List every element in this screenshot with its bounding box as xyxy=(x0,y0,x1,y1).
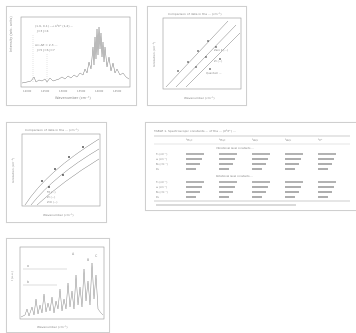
series-label-1: Zero K (…) xyxy=(214,48,228,52)
spectrum-trace xyxy=(20,262,104,318)
table-section-2: Rotational level constants ... xyxy=(216,174,253,178)
series-points xyxy=(41,146,84,188)
svg-text:ω (cm⁻¹): ω (cm⁻¹) xyxy=(156,185,167,189)
svg-text:12000: 12000 xyxy=(23,89,32,93)
series-line-1 xyxy=(165,20,229,88)
svg-text:14500: 14500 xyxy=(113,89,122,93)
series-line-2 xyxy=(30,148,100,206)
spectrum-plot: Intensity (arb. units) Wavenumber (cm⁻¹)… xyxy=(9,16,131,100)
y-axis-label: Ionization (cm⁻¹) xyxy=(11,158,15,183)
svg-text:B₀ (cm⁻¹): B₀ (cm⁻¹) xyxy=(156,190,168,194)
plot-frame xyxy=(162,17,242,90)
table-cells-1 xyxy=(186,153,336,170)
series-line-1 xyxy=(24,138,100,206)
series-label-2: Zr (…) xyxy=(214,59,222,63)
svg-text:A: A xyxy=(72,252,75,256)
plot-frame xyxy=(19,246,105,320)
series-label-3: ZrO (…) xyxy=(47,200,57,204)
table-row-labels-2: T₀ (cm⁻¹) ω (cm⁻¹) B₀ (cm⁻¹) D₀ xyxy=(156,180,168,199)
svg-text:B₀ (cm⁻¹): B₀ (cm⁻¹) xyxy=(156,162,168,166)
comparison-plot-1: Comparison of data in the ... (cm⁻¹) Ion… xyxy=(152,12,242,100)
figure-thumbnail-assignment-spectrum[interactable]: I (a.u.) Wavenumber (cm⁻¹) A B C a b xyxy=(6,238,110,333)
series-line-2 xyxy=(175,24,237,88)
svg-text:b: b xyxy=(27,280,29,284)
svg-text:a: a xyxy=(27,264,29,268)
svg-text:²Δ₅/₂: ²Δ₅/₂ xyxy=(285,138,291,142)
plot-title: Comparison of data in the ... (cm⁻¹) xyxy=(168,12,222,16)
series-label-3: Quantum … xyxy=(206,71,222,75)
x-tick-labels: 12000 12500 13000 13500 14000 14500 xyxy=(23,89,122,93)
x-axis-label: Wavenumber (cm⁻¹) xyxy=(55,96,91,100)
x-axis-label: Wavenumber (cm⁻¹) xyxy=(184,96,215,100)
y-axis-label: Intensity (arb. units) xyxy=(9,16,13,52)
series-line-3 xyxy=(36,158,100,206)
svg-text:²Π₁/₂: ²Π₁/₂ xyxy=(186,138,192,142)
legend-line-3: Ar₃ ΔE = 2.3 ... xyxy=(35,43,57,47)
series-label-1: Fit (…) xyxy=(47,190,55,194)
svg-text:²Δ₃/₂: ²Δ₃/₂ xyxy=(252,138,258,142)
svg-text:B: B xyxy=(87,258,89,262)
assignment-spectrum-plot: I (a.u.) Wavenumber (cm⁻¹) A B C a b xyxy=(10,246,105,329)
series-line-3 xyxy=(185,32,241,88)
assignment-labels: A B C a b xyxy=(27,252,98,284)
constants-table: TABLE 1. Spectroscopic constants ... of … xyxy=(153,129,350,206)
svg-text:T₀ (cm⁻¹): T₀ (cm⁻¹) xyxy=(156,180,167,184)
y-axis-label: I (a.u.) xyxy=(10,271,14,281)
comparison-plot-2: Comparison of data in the ... (cm⁻¹) Ion… xyxy=(11,128,101,217)
svg-text:13000: 13000 xyxy=(59,89,68,93)
legend-line-1: (1.9, 0.1) –→ A²Σ⁺ (1,4) ... xyxy=(35,24,73,28)
plot-frame xyxy=(20,16,131,88)
svg-text:13500: 13500 xyxy=(77,89,86,93)
table-thumbnail[interactable]: TABLE 1. Spectroscopic constants ... of … xyxy=(145,122,356,211)
table-row-labels-1: T₀ (cm⁻¹) ω (cm⁻¹) B₀ (cm⁻¹) D₀ xyxy=(156,152,168,171)
table-cells-2 xyxy=(186,181,336,198)
svg-text:12500: 12500 xyxy=(41,89,50,93)
table-section-1: Vibrational level constants ... xyxy=(216,146,254,150)
series-points xyxy=(177,40,221,72)
x-axis-label: Wavenumber (cm⁻¹) xyxy=(37,325,68,329)
legend-line-4: J=5 J=6 J=7 xyxy=(36,48,55,52)
svg-text:14000: 14000 xyxy=(95,89,104,93)
figure-thumbnail-comparison-1[interactable]: Comparison of data in the ... (cm⁻¹) Ion… xyxy=(147,6,247,106)
figure-thumbnail-comparison-2[interactable]: Comparison of data in the ... (cm⁻¹) Ion… xyxy=(6,122,107,223)
table-caption: TABLE 1. Spectroscopic constants ... of … xyxy=(153,129,236,133)
x-axis-label: Wavenumber (cm⁻¹) xyxy=(43,213,74,217)
svg-text:D₀: D₀ xyxy=(156,195,159,199)
svg-text:C: C xyxy=(95,254,98,258)
svg-text:D₀: D₀ xyxy=(156,167,159,171)
plot-frame xyxy=(21,133,101,207)
spectrum-trace xyxy=(21,26,130,84)
figure-thumbnail-spectrum[interactable]: Intensity (arb. units) Wavenumber (cm⁻¹)… xyxy=(6,6,137,106)
y-axis-label: Ionization (cm⁻¹) xyxy=(152,42,156,67)
table-header: ²Π₁/₂ ²Π₃/₂ ²Δ₃/₂ ²Δ₅/₂ ²Σ⁺ xyxy=(186,138,323,142)
series-label-2: Zr (…) xyxy=(47,195,55,199)
legend-line-2: J=3 J=4 xyxy=(36,29,49,33)
svg-text:ω (cm⁻¹): ω (cm⁻¹) xyxy=(156,157,167,161)
svg-text:T₀ (cm⁻¹): T₀ (cm⁻¹) xyxy=(156,152,167,156)
svg-text:²Π₃/₂: ²Π₃/₂ xyxy=(219,138,225,142)
plot-title: Comparison of data in the ... (cm⁻¹) xyxy=(25,128,79,132)
svg-text:²Σ⁺: ²Σ⁺ xyxy=(318,138,323,142)
